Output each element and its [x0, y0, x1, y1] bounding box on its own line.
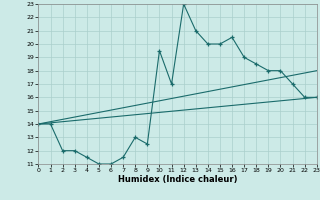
X-axis label: Humidex (Indice chaleur): Humidex (Indice chaleur) — [118, 175, 237, 184]
